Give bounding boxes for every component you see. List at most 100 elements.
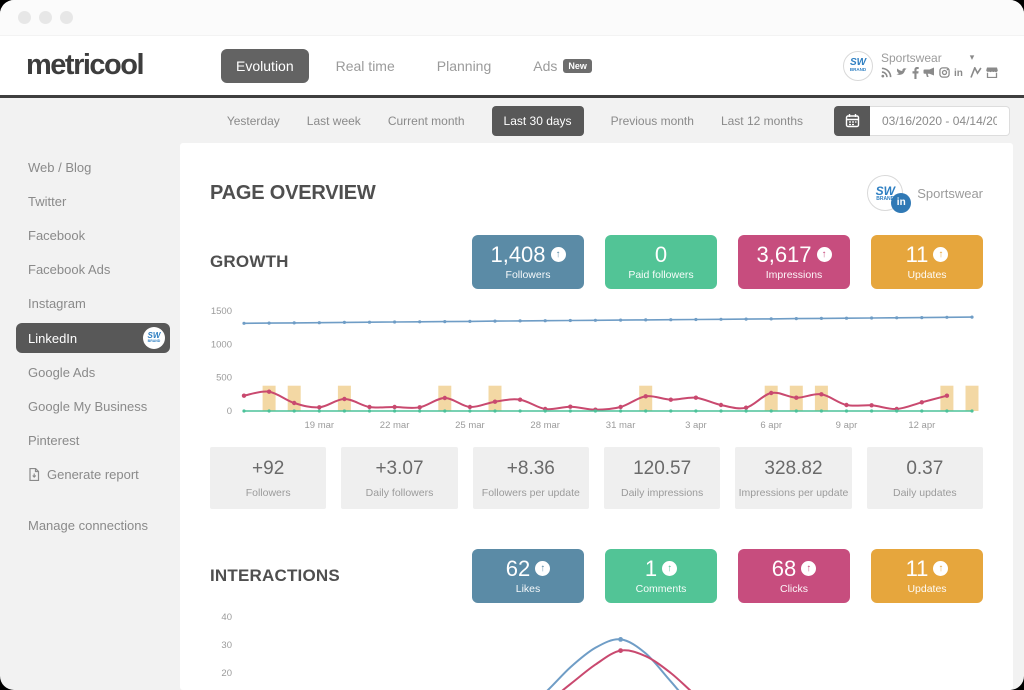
- filter-previous-month[interactable]: Previous month: [610, 113, 694, 128]
- rss-icon[interactable]: [881, 67, 892, 78]
- impressions-point: [668, 397, 673, 402]
- sidebar-item-instagram[interactable]: Instagram: [0, 289, 180, 318]
- stat-label: Daily updates: [892, 486, 957, 499]
- content-panel: PAGE OVERVIEW SW BRAND in Sportswear GRO…: [180, 143, 1013, 690]
- window-control-dot[interactable]: [18, 11, 31, 24]
- metric-card-clicks[interactable]: 68 ↑ Clicks: [738, 549, 850, 603]
- updates-bar: [262, 385, 276, 411]
- analytics-icon[interactable]: [970, 67, 982, 78]
- linkedin-badge: in: [891, 193, 912, 213]
- metric-value: 11: [905, 241, 929, 267]
- date-range-input[interactable]: [870, 105, 1010, 136]
- impressions-point: [568, 404, 573, 409]
- stat-label: Followers: [245, 486, 291, 499]
- x-tick-label: 3 apr: [685, 420, 707, 431]
- date-range-group: [834, 105, 1010, 136]
- paid-followers-point: [619, 409, 623, 413]
- followers-point: [970, 315, 974, 319]
- sidebar-item-facebook[interactable]: Facebook: [0, 221, 180, 250]
- growth-chart[interactable]: 0 500 1000 1500 19 mar 22 mar 25 mar 28 mar 31 m…: [210, 297, 983, 437]
- nav-tab-real-time[interactable]: Real time: [321, 49, 410, 83]
- x-tick-label: 25 mar: [455, 420, 485, 431]
- sidebar-item-label: Facebook: [28, 228, 86, 243]
- followers-point: [443, 320, 447, 324]
- metric-card-top: 1,408 ↑: [490, 243, 566, 266]
- metric-card-followers[interactable]: 1,408 ↑ Followers: [472, 235, 584, 289]
- paid-followers-point: [669, 409, 673, 413]
- sidebar-item-label: Pinterest: [28, 433, 80, 448]
- date-filterbar: Yesterday Last week Current month Last 30 d…: [0, 98, 1024, 143]
- app-header: metricool Evolution Real time Planning Ads N…: [0, 36, 1024, 95]
- filter-last-30-days[interactable]: Last 30 days: [491, 105, 584, 136]
- calendar-button[interactable]: [834, 105, 870, 136]
- x-tick-label: 9 apr: [836, 420, 858, 431]
- account-name: Sportswear: [881, 50, 942, 65]
- metric-card-impressions[interactable]: 3,617 ↑ Impressions: [738, 235, 850, 289]
- avatar-initials: SW: [849, 57, 867, 69]
- chevron-down-icon[interactable]: ▾: [969, 52, 975, 62]
- paid-followers-point: [895, 409, 899, 413]
- sidebar-item-linkedin[interactable]: LinkedIn SW BRAND: [16, 323, 170, 353]
- followers-point: [468, 319, 472, 323]
- followers-point: [242, 321, 246, 325]
- impressions-point: [367, 404, 372, 410]
- followers-point: [619, 318, 623, 322]
- sidebar-item-web-blog[interactable]: Web / Blog: [0, 153, 180, 182]
- metric-card-likes[interactable]: 62 ↑ Likes: [472, 549, 584, 603]
- filter-yesterday[interactable]: Yesterday: [226, 113, 280, 128]
- x-tick-label: 6 apr: [760, 420, 782, 431]
- account-switcher[interactable]: SW BRAND Sportswear ▾ in: [843, 50, 998, 81]
- metric-card-updates[interactable]: 11 ↑ Updates: [871, 549, 983, 603]
- metric-card-updates[interactable]: 11 ↑ Updates: [871, 235, 983, 289]
- metric-label: Updates: [907, 582, 947, 595]
- megaphone-icon[interactable]: [923, 67, 935, 78]
- store-icon[interactable]: [986, 67, 998, 78]
- sidebar-item-facebook-ads[interactable]: Facebook Ads: [0, 255, 180, 284]
- sidebar-item-label: Google Ads: [28, 365, 96, 380]
- followers-point: [593, 318, 597, 322]
- followers-point: [870, 316, 874, 320]
- brand-block: SW BRAND in Sportswear: [867, 175, 983, 213]
- window-control-dot[interactable]: [60, 11, 73, 24]
- sidebar-item-generate-report[interactable]: Generate report: [0, 460, 180, 489]
- interactions-chart[interactable]: 40302010: [210, 611, 983, 690]
- brand-sub: BRAND: [876, 195, 895, 202]
- x-tick-label: 31 mar: [606, 420, 636, 431]
- nav-tab-planning[interactable]: Planning: [422, 49, 507, 83]
- filter-current-month[interactable]: Current month: [387, 113, 465, 128]
- window-control-dot[interactable]: [39, 11, 52, 24]
- x-tick-label: 22 mar: [380, 420, 410, 431]
- metric-card-top: 3,617 ↑: [756, 243, 832, 266]
- stat-label: Followers per update: [481, 486, 580, 499]
- manage-connections-link[interactable]: Manage connections: [28, 518, 148, 533]
- facebook-icon[interactable]: [912, 66, 919, 79]
- followers-point: [945, 315, 949, 319]
- growth-stats: +92 Followers +3.07 Daily followers +8.36 Fol…: [210, 447, 983, 509]
- sidebar-item-twitter[interactable]: Twitter: [0, 187, 180, 216]
- followers-point: [744, 317, 748, 321]
- paid-followers-point: [744, 409, 748, 413]
- twitter-icon[interactable]: [896, 67, 908, 78]
- impressions-point: [342, 396, 347, 402]
- sidebar-item-pinterest[interactable]: Pinterest: [0, 426, 180, 455]
- instagram-icon[interactable]: [939, 67, 950, 78]
- growth-heading: GROWTH: [210, 252, 289, 271]
- paid-followers-point: [393, 409, 397, 413]
- metric-card-comments[interactable]: 1 ↑ Comments: [605, 549, 717, 603]
- metric-card-paid-followers[interactable]: 0 Paid followers: [605, 235, 717, 289]
- up-arrow-icon: ↑: [933, 561, 949, 576]
- metric-value: 68: [771, 555, 797, 581]
- filter-last-12-months[interactable]: Last 12 months: [720, 113, 803, 128]
- stat-label: Daily followers: [365, 486, 434, 499]
- growth-chart-svg: 0 500 1000 1500 19 mar 22 mar 25 mar 28 mar 31 m…: [211, 306, 979, 431]
- filter-last-week[interactable]: Last week: [306, 113, 361, 128]
- nav-tab-ads[interactable]: Ads New: [518, 49, 607, 83]
- sidebar-item-google-ads[interactable]: Google Ads: [0, 358, 180, 387]
- linkedin-icon[interactable]: in: [954, 67, 966, 78]
- nav-tab-evolution[interactable]: Evolution: [221, 48, 309, 83]
- clicks-peak-point: [618, 648, 623, 653]
- sidebar-item-google-my-business[interactable]: Google My Business: [0, 392, 180, 421]
- stat-box-daily-impressions: 120.57 Daily impressions: [603, 447, 721, 509]
- sidebar-item-label: Generate report: [47, 467, 139, 482]
